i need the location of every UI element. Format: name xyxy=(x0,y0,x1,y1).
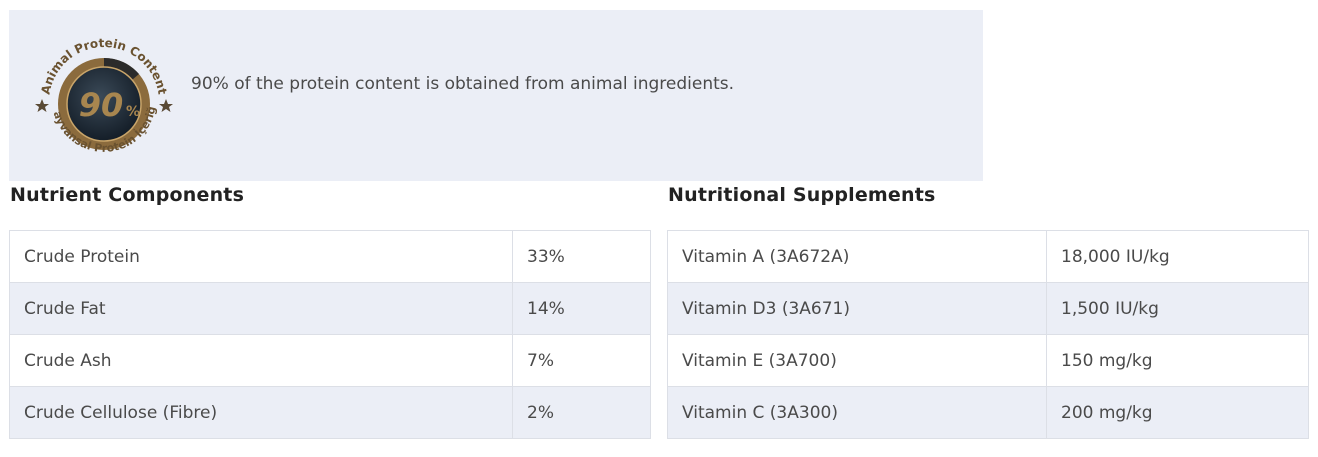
nutrient-name: Crude Protein xyxy=(9,230,513,283)
nutrient-components-title: Nutrient Components xyxy=(10,184,245,206)
protein-banner: Animal Protein Content Hayvansal Protein… xyxy=(9,10,983,181)
supplement-name: Vitamin A (3A672A) xyxy=(667,230,1047,283)
nutrient-name: Crude Cellulose (Fibre) xyxy=(9,386,513,439)
nutrient-value: 7% xyxy=(512,334,651,387)
animal-protein-badge: Animal Protein Content Hayvansal Protein… xyxy=(29,24,173,155)
badge-unit: % xyxy=(126,104,140,120)
supplement-name: Vitamin E (3A700) xyxy=(667,334,1047,387)
table-row: Vitamin E (3A700) 150 mg/kg xyxy=(667,334,1309,387)
table-row: Vitamin C (3A300) 200 mg/kg xyxy=(667,386,1309,439)
nutritional-supplements-title: Nutritional Supplements xyxy=(668,184,936,206)
nutrient-value: 2% xyxy=(512,386,651,439)
nutrient-value: 14% xyxy=(512,282,651,335)
protein-description: 90% of the protein content is obtained f… xyxy=(191,74,735,94)
supplement-name: Vitamin D3 (3A671) xyxy=(667,282,1047,335)
table-row: Crude Ash 7% xyxy=(9,334,651,387)
supplement-value: 150 mg/kg xyxy=(1046,334,1309,387)
supplement-value: 18,000 IU/kg xyxy=(1046,230,1309,283)
supplement-value: 200 mg/kg xyxy=(1046,386,1309,439)
nutrient-name: Crude Ash xyxy=(9,334,513,387)
badge-inner-disc xyxy=(67,67,141,141)
table-row: Vitamin A (3A672A) 18,000 IU/kg xyxy=(667,230,1309,283)
star-icon xyxy=(35,99,49,112)
table-row: Crude Fat 14% xyxy=(9,282,651,335)
supplement-value: 1,500 IU/kg xyxy=(1046,282,1309,335)
nutrient-name: Crude Fat xyxy=(9,282,513,335)
badge-value: 90 xyxy=(79,86,124,124)
table-row: Vitamin D3 (3A671) 1,500 IU/kg xyxy=(667,282,1309,335)
star-icon xyxy=(159,99,173,112)
nutrient-value: 33% xyxy=(512,230,651,283)
nutrient-components-table: Crude Protein 33% Crude Fat 14% Crude As… xyxy=(9,230,651,439)
supplement-name: Vitamin C (3A300) xyxy=(667,386,1047,439)
table-row: Crude Cellulose (Fibre) 2% xyxy=(9,386,651,439)
table-row: Crude Protein 33% xyxy=(9,230,651,283)
nutritional-supplements-table: Vitamin A (3A672A) 18,000 IU/kg Vitamin … xyxy=(667,230,1309,439)
